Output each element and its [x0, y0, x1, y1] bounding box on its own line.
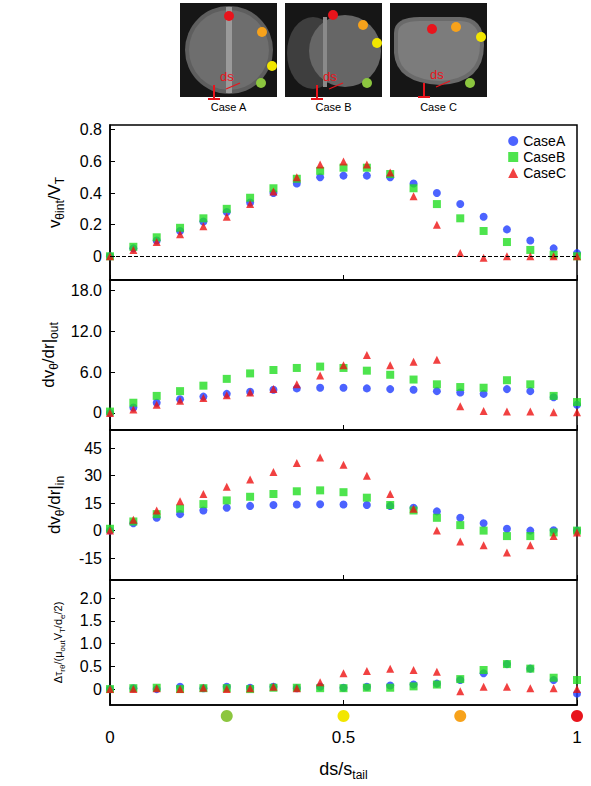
svg-text:rθ: rθ	[57, 664, 67, 672]
svg-text:ds: ds	[323, 69, 337, 84]
svg-text:e: e	[57, 614, 67, 619]
svg-text:18.0: 18.0	[71, 282, 102, 299]
svg-text:0: 0	[93, 248, 102, 265]
svg-text:0: 0	[93, 522, 102, 539]
svg-text:45: 45	[84, 440, 102, 457]
svg-text:T: T	[57, 628, 67, 633]
svg-text:/2): /2)	[52, 602, 64, 615]
svg-text:Δτ: Δτ	[52, 671, 64, 683]
svg-text:1.0: 1.0	[80, 635, 102, 652]
svg-text:0.6: 0.6	[80, 153, 102, 170]
svg-text:dv: dv	[39, 369, 58, 387]
svg-text:/dr|: /dr|	[39, 339, 58, 363]
svg-text:0.4: 0.4	[80, 185, 102, 202]
svg-text:v: v	[45, 219, 64, 229]
svg-text:θ: θ	[53, 509, 67, 517]
svg-text:Case B: Case B	[315, 101, 351, 113]
svg-text:0: 0	[105, 728, 114, 747]
svg-text:1.5: 1.5	[80, 612, 102, 629]
svg-text:θ: θ	[47, 363, 61, 370]
svg-text:CaseA: CaseA	[523, 133, 566, 149]
svg-text:/d: /d	[52, 619, 64, 628]
svg-text:0.5: 0.5	[332, 728, 356, 747]
svg-text:/dr|: /dr|	[45, 485, 64, 509]
svg-text:/(μ: /(μ	[52, 651, 64, 664]
svg-text:0.5: 0.5	[80, 658, 102, 675]
svg-text:-15: -15	[79, 550, 102, 567]
svg-text:0.8: 0.8	[80, 121, 102, 138]
svg-text:0: 0	[93, 404, 102, 421]
svg-text:dv: dv	[45, 516, 64, 534]
svg-text:0: 0	[93, 681, 102, 698]
svg-text:Case A: Case A	[211, 101, 247, 113]
svg-text:1: 1	[572, 728, 581, 747]
svg-text:tail: tail	[352, 768, 367, 782]
svg-text:ds: ds	[220, 69, 234, 84]
svg-text:ds: ds	[430, 67, 444, 82]
svg-text:V: V	[51, 633, 64, 641]
svg-text:out: out	[47, 322, 61, 339]
svg-text:θint: θint	[53, 200, 67, 220]
svg-text:CaseB: CaseB	[523, 149, 565, 165]
svg-text:30: 30	[84, 467, 102, 484]
svg-text:Case C: Case C	[420, 101, 457, 113]
svg-text:2.0: 2.0	[80, 590, 102, 607]
svg-text:15: 15	[84, 495, 102, 512]
svg-text:out: out	[58, 640, 67, 652]
svg-text:T: T	[53, 176, 67, 184]
svg-text:ds/s: ds/s	[319, 759, 352, 779]
svg-text:CaseC: CaseC	[523, 165, 566, 181]
svg-text:in: in	[53, 476, 67, 485]
svg-text:12.0: 12.0	[71, 323, 102, 340]
svg-text:/V: /V	[45, 184, 64, 201]
svg-text:6.0: 6.0	[80, 364, 102, 381]
svg-text:0.2: 0.2	[80, 216, 102, 233]
